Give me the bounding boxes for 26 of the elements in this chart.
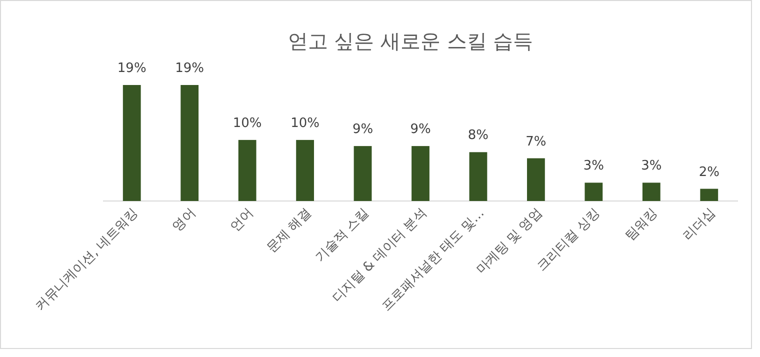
x-tick-label: 영어: [170, 206, 199, 235]
bar: [122, 85, 141, 201]
data-label: 3%: [641, 158, 662, 174]
bar: [354, 146, 372, 201]
bar: [469, 152, 488, 201]
bar: [584, 182, 603, 201]
data-label: 9%: [352, 122, 374, 138]
x-tick-label: 문제 해결: [264, 206, 314, 256]
x-tick-label: 언어: [228, 206, 257, 235]
data-label: 8%: [468, 128, 489, 144]
data-label: 10%: [232, 116, 262, 131]
bar: [642, 182, 660, 201]
bar: [180, 85, 199, 201]
data-label: 2%: [698, 164, 720, 180]
data-label: 19%: [175, 61, 204, 76]
data-label: 7%: [526, 134, 546, 150]
bar: [412, 146, 430, 201]
chart-title: 얻고 싶은 새로운 스킬 습득: [288, 29, 534, 53]
bar: [527, 158, 545, 201]
bar: [238, 140, 256, 201]
data-label: 10%: [290, 116, 320, 131]
bar: [296, 140, 314, 201]
data-label: 9%: [410, 122, 431, 138]
data-label: 3%: [583, 158, 604, 174]
bar: [700, 188, 718, 201]
data-label: 19%: [117, 61, 146, 76]
